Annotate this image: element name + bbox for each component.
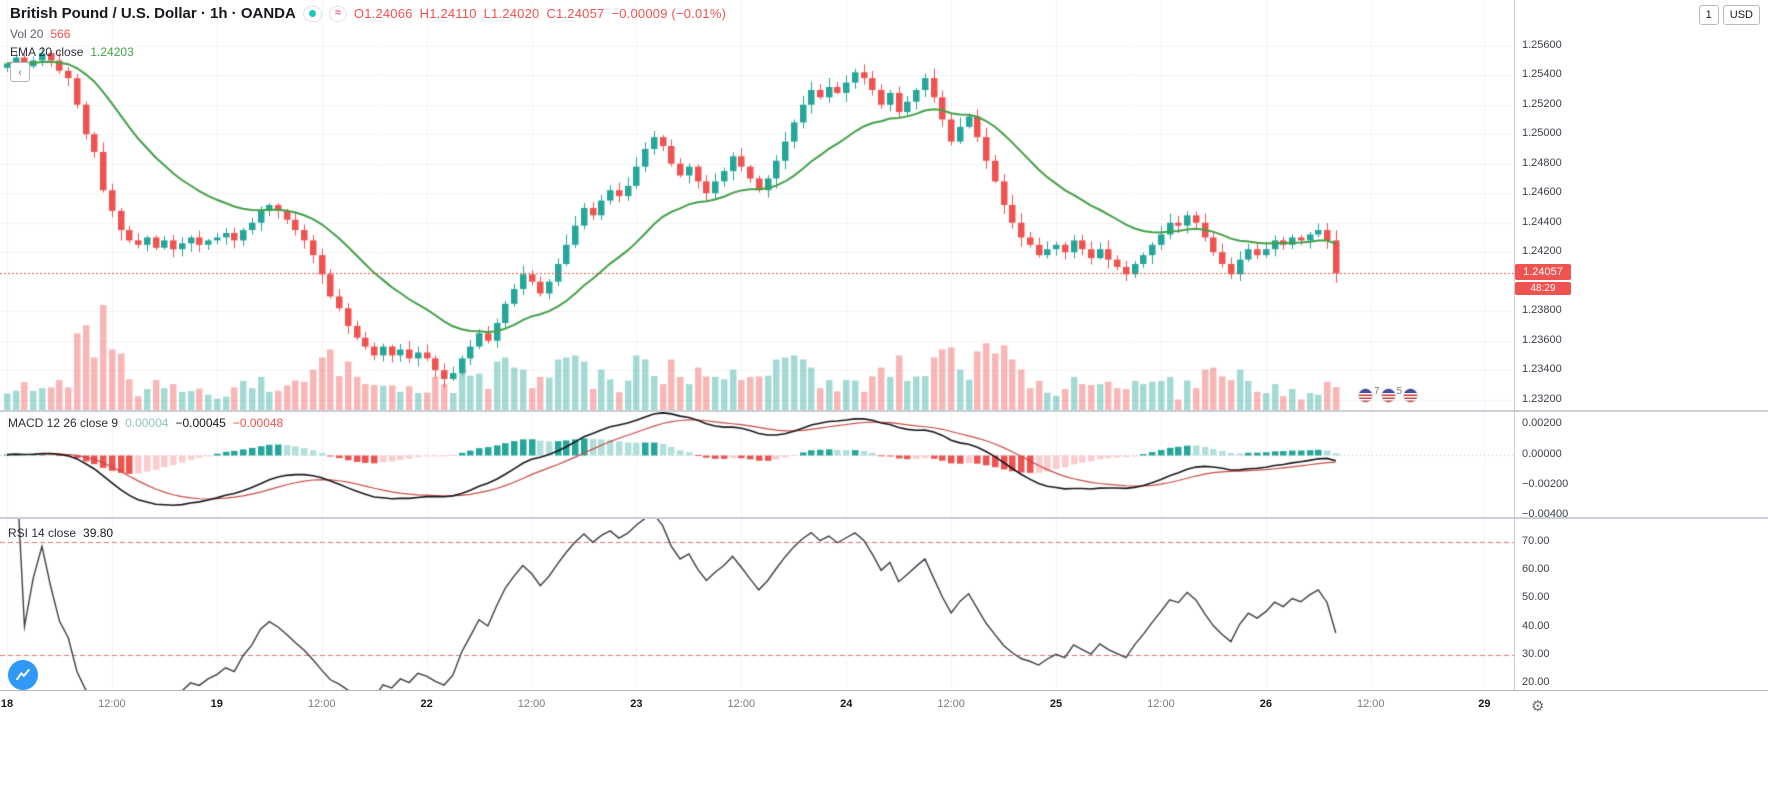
event-count: 7 <box>1374 386 1380 397</box>
axis-label: 50.00 <box>1522 591 1550 604</box>
event-flag-icon[interactable] <box>1403 388 1419 403</box>
time-axis-label: 18 <box>0 698 14 710</box>
pane-divider[interactable] <box>0 410 1768 412</box>
time-axis-label: 24 <box>840 698 853 710</box>
macd-signal-value: −0.00048 <box>232 416 284 430</box>
axis-label: 70.00 <box>1522 534 1550 547</box>
time-axis-label: 12:00 <box>1356 698 1385 710</box>
time-axis-label: 26 <box>1259 698 1272 710</box>
volume-indicator-value: 566 <box>50 27 71 41</box>
time-axis-label: 12:00 <box>307 698 336 710</box>
ema-indicator-value: 1.24203 <box>90 45 134 59</box>
axis-label: 20.00 <box>1522 675 1550 688</box>
ohlc-close: C1.24057 <box>546 6 605 21</box>
axis-label: 40.00 <box>1522 619 1550 632</box>
volume-indicator-label: Vol 20 <box>10 27 44 41</box>
data-feed-dot-icon <box>308 10 316 17</box>
axis-label: 0.00200 <box>1522 417 1562 430</box>
time-axis-label: 12:00 <box>1147 698 1175 710</box>
pane-divider[interactable] <box>0 517 1768 519</box>
time-axis-label: 12:00 <box>937 698 965 710</box>
axis-label: 30.00 <box>1522 647 1550 660</box>
symbol-title: British Pound / U.S. Dollar · 1h · OANDA <box>10 5 296 22</box>
adjust-data-button[interactable]: 1 <box>1698 5 1719 25</box>
axis-label: 0.00000 <box>1522 447 1562 460</box>
axis-label: 1.24200 <box>1522 245 1562 258</box>
time-axis-label: 25 <box>1049 698 1063 710</box>
axis-label: 1.25200 <box>1522 97 1562 110</box>
time-axis-label: 12:00 <box>98 698 126 710</box>
tilde-icon: ≈ <box>334 7 341 19</box>
axis-label: 1.25600 <box>1522 38 1562 51</box>
main-price-chart[interactable] <box>0 0 1514 410</box>
macd-pane-chart[interactable] <box>0 412 1514 517</box>
axis-label: 1.24400 <box>1522 215 1562 228</box>
axis-label: 1.23200 <box>1522 392 1562 405</box>
event-flag-icon[interactable] <box>1358 388 1373 403</box>
time-axis-label: 12:00 <box>517 698 546 710</box>
axis-label: 1.24800 <box>1522 156 1562 169</box>
macd-line-value: −0.00045 <box>175 416 226 430</box>
axis-label: 60.00 <box>1522 563 1550 576</box>
ohlc-high: H1.24110 <box>419 6 477 21</box>
event-flag-icon[interactable] <box>1380 388 1396 403</box>
rsi-indicator-label: RSI 14 close <box>8 526 77 540</box>
time-axis-label: 23 <box>630 698 643 710</box>
pane-collapse-button[interactable]: ‹ <box>10 62 30 82</box>
macd-indicator-legend[interactable]: MACD 12 26 close 9 0.00004 −0.00045 −0.0… <box>8 416 283 430</box>
time-axis-label: 19 <box>210 698 223 710</box>
rsi-indicator-legend[interactable]: RSI 14 close 39.80 <box>8 526 113 540</box>
time-axis-label: 29 <box>1478 698 1491 710</box>
ohlc-open: O1.24066 <box>353 6 413 21</box>
axis-label: 1.25000 <box>1522 127 1562 140</box>
ohlc-low: L1.24020 <box>483 6 540 21</box>
bar-countdown-badge: 48:29 <box>1515 282 1571 296</box>
time-axis-label: 12:00 <box>727 698 756 710</box>
rsi-pane-chart[interactable] <box>0 519 1514 690</box>
tradingview-logo[interactable] <box>8 660 38 690</box>
time-axis-border <box>0 690 1768 691</box>
time-axis-settings-gear-icon[interactable]: ⚙ <box>1531 698 1545 715</box>
currency-button[interactable]: USD <box>1722 5 1760 25</box>
macd-indicator-label: MACD 12 26 close 9 <box>8 416 119 430</box>
axis-label: 1.23400 <box>1522 363 1562 376</box>
ema-indicator-label: EMA 20 close <box>10 45 84 59</box>
axis-settings-buttons: 1 USD <box>1698 5 1760 25</box>
axis-label: −0.00400 <box>1522 508 1569 521</box>
ema-indicator-legend[interactable]: EMA 20 close 1.24203 <box>10 45 134 59</box>
mountain-chart-icon <box>16 669 30 681</box>
axis-label: 1.23800 <box>1522 304 1562 317</box>
symbol-legend[interactable]: British Pound / U.S. Dollar · 1h · OANDA… <box>10 5 726 22</box>
rsi-indicator-value: 39.80 <box>83 526 114 540</box>
event-count: 5 <box>1396 386 1403 397</box>
axis-label: 1.24600 <box>1522 186 1562 199</box>
volume-indicator-legend[interactable]: Vol 20 566 <box>10 27 70 41</box>
axis-label: −0.00200 <box>1522 478 1569 491</box>
time-axis-label: 22 <box>420 698 433 710</box>
axis-label: 1.23600 <box>1522 333 1562 346</box>
last-price-badge: 1.24057 <box>1515 264 1571 281</box>
event-markers[interactable]: 7 5 <box>1358 386 1419 405</box>
approx-price-icon[interactable]: ≈ <box>328 5 347 22</box>
price-axis-border <box>1514 0 1515 690</box>
axis-label: 1.25400 <box>1522 68 1562 81</box>
market-status-icon[interactable] <box>302 5 322 22</box>
macd-hist-value: 0.00004 <box>125 416 169 430</box>
ohlc-change: −0.00009 (−0.01%) <box>611 6 727 21</box>
